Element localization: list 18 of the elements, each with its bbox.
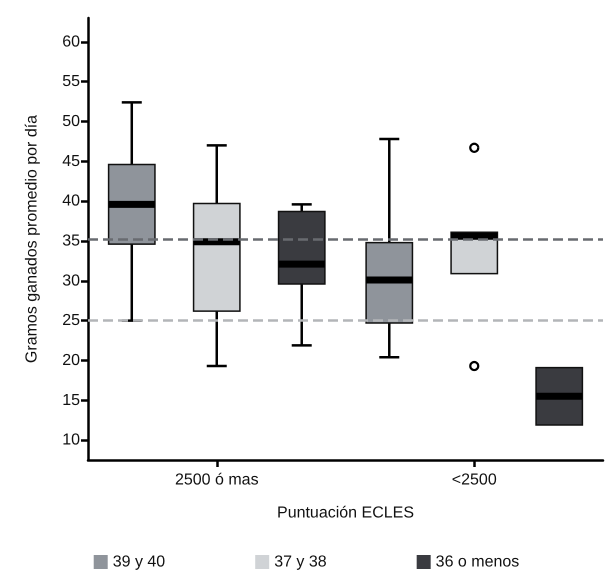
legend-label: 37 y 38 bbox=[274, 554, 327, 570]
x-axis-title: Puntuación ECLES bbox=[277, 504, 414, 522]
y-tick-label: 10 bbox=[62, 432, 80, 449]
y-tick-label: 20 bbox=[62, 352, 80, 369]
y-tick-label: 30 bbox=[62, 272, 80, 290]
y-tick-label: 35 bbox=[62, 232, 80, 250]
y-tick-label: 15 bbox=[62, 392, 80, 409]
y-tick-label: 45 bbox=[62, 152, 80, 170]
legend-label: 39 y 40 bbox=[112, 554, 166, 570]
y-tick-label: 60 bbox=[62, 33, 80, 50]
x-tick-label: 2500 ó mas bbox=[174, 472, 259, 488]
y-tick-label: 25 bbox=[62, 312, 80, 330]
y-tick-label: 40 bbox=[62, 192, 80, 210]
y-tick-label: 55 bbox=[62, 73, 80, 90]
x-tick-label: <2500 bbox=[452, 472, 497, 488]
y-axis-title: Gramos ganados promedio por día bbox=[24, 114, 40, 364]
legend-label: 36 o menos bbox=[436, 554, 520, 570]
y-tick-label: 50 bbox=[62, 113, 80, 130]
